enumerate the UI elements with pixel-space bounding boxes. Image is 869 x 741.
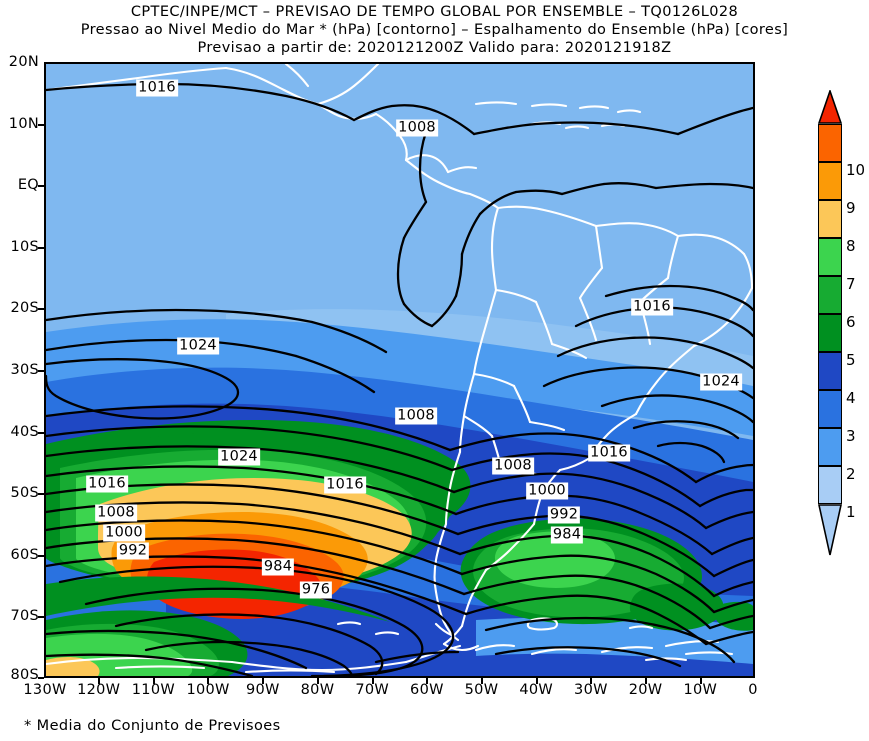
colorbar-tick-label: 10: [846, 161, 866, 179]
contour-label: 984: [261, 558, 295, 576]
colorbar-band[interactable]: [818, 390, 842, 428]
x-tick-label: 0: [748, 682, 758, 698]
colorbar-tick-label: 3: [846, 427, 856, 445]
y-tick-label: 20N: [8, 54, 39, 70]
x-tick-label: 60W: [410, 682, 444, 698]
y-tick-label: 10N: [8, 115, 39, 132]
contour-label: 1000: [526, 482, 568, 500]
contour-label: 1008: [492, 457, 534, 475]
colorbar-tick-label: 8: [846, 237, 856, 255]
y-tick-label: 20S: [10, 300, 39, 317]
contour-label: 1016: [588, 444, 630, 462]
colorbar-tick-label: 4: [846, 389, 856, 407]
x-tick-label: 80W: [300, 682, 335, 698]
colorbar-band[interactable]: [818, 352, 842, 390]
colorbar-tick-label: 7: [846, 275, 856, 293]
x-axis: 130W 120W 110W 100W 90W 80W 70W 60W 50W …: [23, 682, 758, 702]
map-graphic: [46, 64, 753, 676]
title-line-1: CPTEC/INPE/MCT – PREVISAO DE TEMPO GLOBA…: [130, 4, 739, 20]
contour-label: 984: [550, 526, 584, 544]
x-tick-label: 70W: [355, 682, 390, 698]
contour-label: 1016: [86, 475, 128, 493]
x-tick-label: 40W: [519, 682, 554, 698]
colorbar-band[interactable]: [818, 428, 842, 466]
y-tick-label: 30S: [10, 362, 39, 378]
footnote: * Media do Conjunto de Previsoes: [24, 718, 281, 734]
x-tick-label: 100W: [186, 682, 230, 698]
colorbar-band[interactable]: [818, 162, 842, 200]
colorbar-tick-label: 2: [846, 465, 856, 483]
contour-label: 1008: [395, 407, 437, 425]
map-plot-area: 1016 1008 1016 1024 1024 1008 1024 1016 …: [44, 62, 755, 678]
colorbar-tick-label: 6: [846, 313, 856, 331]
contour-label: 1016: [324, 476, 366, 494]
contour-label: 1024: [218, 448, 260, 466]
x-tick-label: 30W: [574, 682, 608, 698]
contour-label: 1016: [631, 298, 673, 316]
colorbar-band[interactable]: [818, 466, 842, 504]
contour-label: 992: [547, 506, 581, 524]
y-tick-label: 40S: [10, 423, 39, 440]
chart-titles: CPTEC/INPE/MCT – PREVISAO DE TEMPO GLOBA…: [0, 0, 869, 57]
contour-label: 1008: [95, 504, 137, 522]
contour-label: 976: [299, 581, 333, 599]
y-tick-label: EQ: [17, 177, 39, 194]
colorbar-band[interactable]: [818, 200, 842, 238]
y-tick-label: 60S: [10, 546, 39, 563]
colorbar-band[interactable]: [818, 124, 842, 162]
y-axis: 20N 10N EQ 10S 20S 30S 40S 50S 60S 70S 8…: [0, 54, 39, 683]
colorbar-band[interactable]: [818, 238, 842, 276]
contour-label: 1024: [700, 373, 742, 391]
colorbar-min-arrow: [818, 504, 842, 556]
y-tick-label: 10S: [10, 238, 39, 255]
x-tick-label: 20W: [628, 682, 663, 698]
contour-label: 1016: [136, 79, 178, 97]
colorbar-tick-label: 1: [846, 503, 856, 521]
title-line-2: Pressao ao Nivel Medio do Mar * (hPa) [c…: [80, 22, 789, 38]
title-line-3: Previsao a partir de: 2020121200Z Valido…: [197, 40, 672, 56]
contour-label: 992: [116, 542, 150, 560]
colorbar-tick-label: 5: [846, 351, 856, 369]
x-tick-label: 50W: [464, 682, 499, 698]
x-tick-label: 120W: [77, 682, 121, 698]
colorbar-max-arrow: [818, 90, 842, 124]
x-tick-label: 130W: [23, 682, 67, 698]
y-tick-label: 50S: [10, 485, 39, 502]
x-tick-label: 110W: [131, 682, 175, 698]
y-tick-label: 80S: [10, 667, 39, 683]
colorbar-tick-label: 9: [846, 199, 856, 217]
contour-label: 1008: [396, 119, 438, 137]
contour-label: 1000: [103, 524, 145, 542]
colorbar-band[interactable]: [818, 276, 842, 314]
colorbar-band[interactable]: [818, 314, 842, 352]
contour-label: 1024: [177, 337, 219, 355]
x-tick-label: 10W: [683, 682, 718, 698]
colorbar[interactable]: [818, 90, 842, 576]
x-tick-label: 90W: [245, 682, 280, 698]
y-tick-label: 70S: [10, 608, 39, 625]
